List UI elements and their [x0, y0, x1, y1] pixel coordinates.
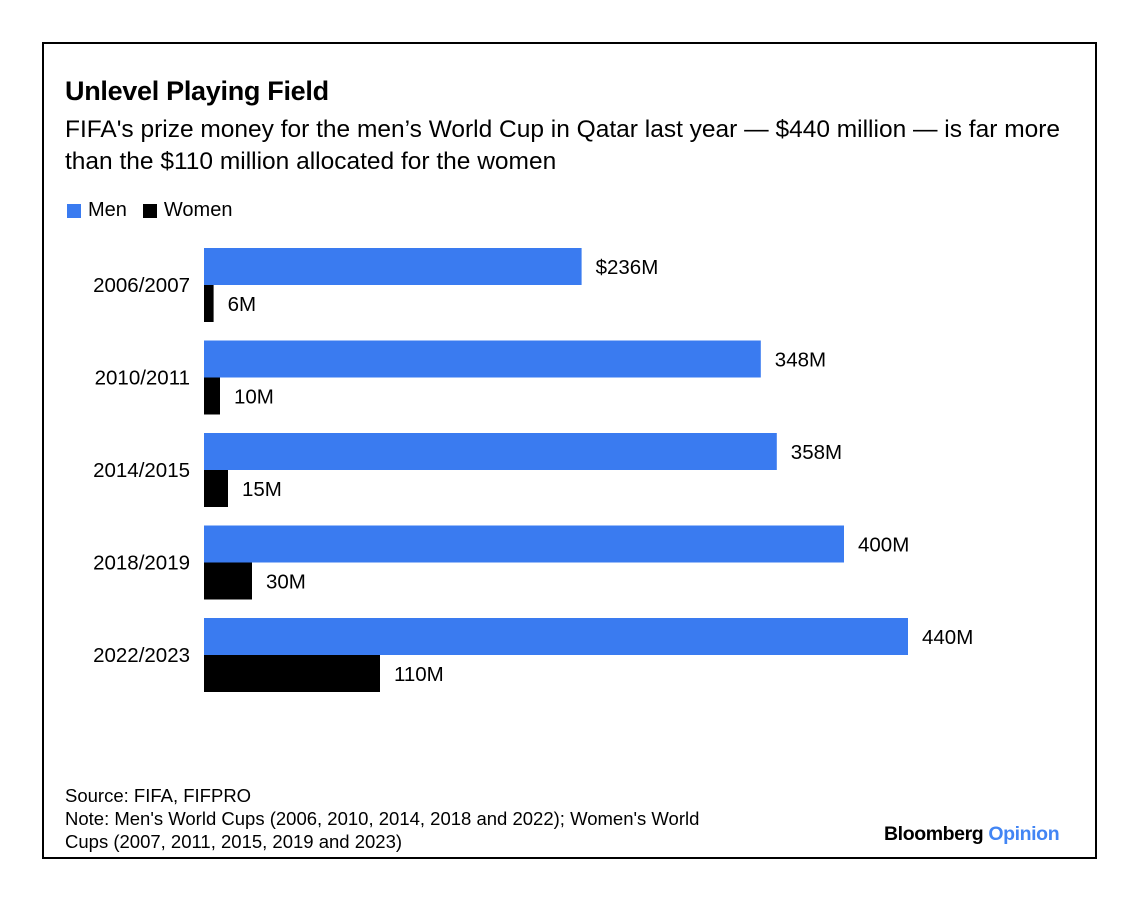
value-label-men-2018-2019: 400M — [858, 534, 909, 557]
value-label-women-2010-2011: 10M — [234, 386, 274, 409]
footer-notes: Source: FIFA, FIFPRO Note: Men's World C… — [65, 784, 845, 853]
category-label-2022-2023: 2022/2023 — [93, 644, 190, 667]
bar-women-2014-2015 — [204, 470, 228, 507]
legend-item-men: Men — [67, 199, 127, 222]
value-label-women-2022-2023: 110M — [394, 663, 444, 686]
legend-label-women: Women — [163, 199, 233, 221]
chart-subtitle: FIFA's prize money for the men’s World C… — [65, 116, 1061, 175]
bar-women-2010-2011 — [204, 377, 220, 415]
value-label-men-2022-2023: 440M — [922, 626, 973, 649]
bar-men-2022-2023 — [204, 618, 908, 655]
bar-women-2018-2019 — [204, 562, 252, 600]
brand-logo: Bloomberg Opinion — [884, 823, 1060, 846]
category-label-2014-2015: 2014/2015 — [93, 459, 190, 482]
source-note: Source: FIFA, FIFPRO — [65, 785, 252, 806]
value-label-men-2006-2007: $236M — [596, 256, 659, 279]
brand-name: Bloomberg — [884, 823, 984, 845]
footnote-line-1: Note: Men's World Cups (2006, 2010, 2014… — [65, 808, 700, 829]
value-label-women-2018-2019: 30M — [266, 571, 306, 594]
bar-men-2014-2015 — [204, 433, 777, 470]
chart-frame — [42, 42, 1097, 859]
value-label-men-2010-2011: 348M — [775, 349, 826, 372]
value-label-women-2006-2007: 6M — [228, 293, 256, 316]
category-label-2010-2011: 2010/2011 — [95, 367, 190, 390]
bar-women-2006-2007 — [204, 285, 214, 322]
legend-label-men: Men — [88, 199, 127, 221]
chart-title: Unlevel Playing Field — [65, 76, 329, 106]
brand-suffix: Opinion — [988, 823, 1060, 845]
legend: Men Women — [67, 199, 248, 222]
category-label-2006-2007: 2006/2007 — [93, 274, 190, 297]
value-label-women-2014-2015: 15M — [242, 478, 282, 501]
category-label-2018-2019: 2018/2019 — [93, 552, 190, 575]
bar-men-2006-2007 — [204, 248, 582, 285]
legend-item-women: Women — [142, 199, 233, 222]
legend-swatch-men — [67, 203, 81, 218]
footnote-line-2: Cups (2007, 2011, 2015, 2019 and 2023) — [65, 831, 403, 852]
value-label-men-2014-2015: 358M — [791, 441, 842, 464]
bar-men-2018-2019 — [204, 525, 844, 563]
legend-swatch-women — [142, 203, 157, 218]
bar-women-2022-2023 — [204, 655, 380, 692]
bar-men-2010-2011 — [204, 340, 761, 378]
